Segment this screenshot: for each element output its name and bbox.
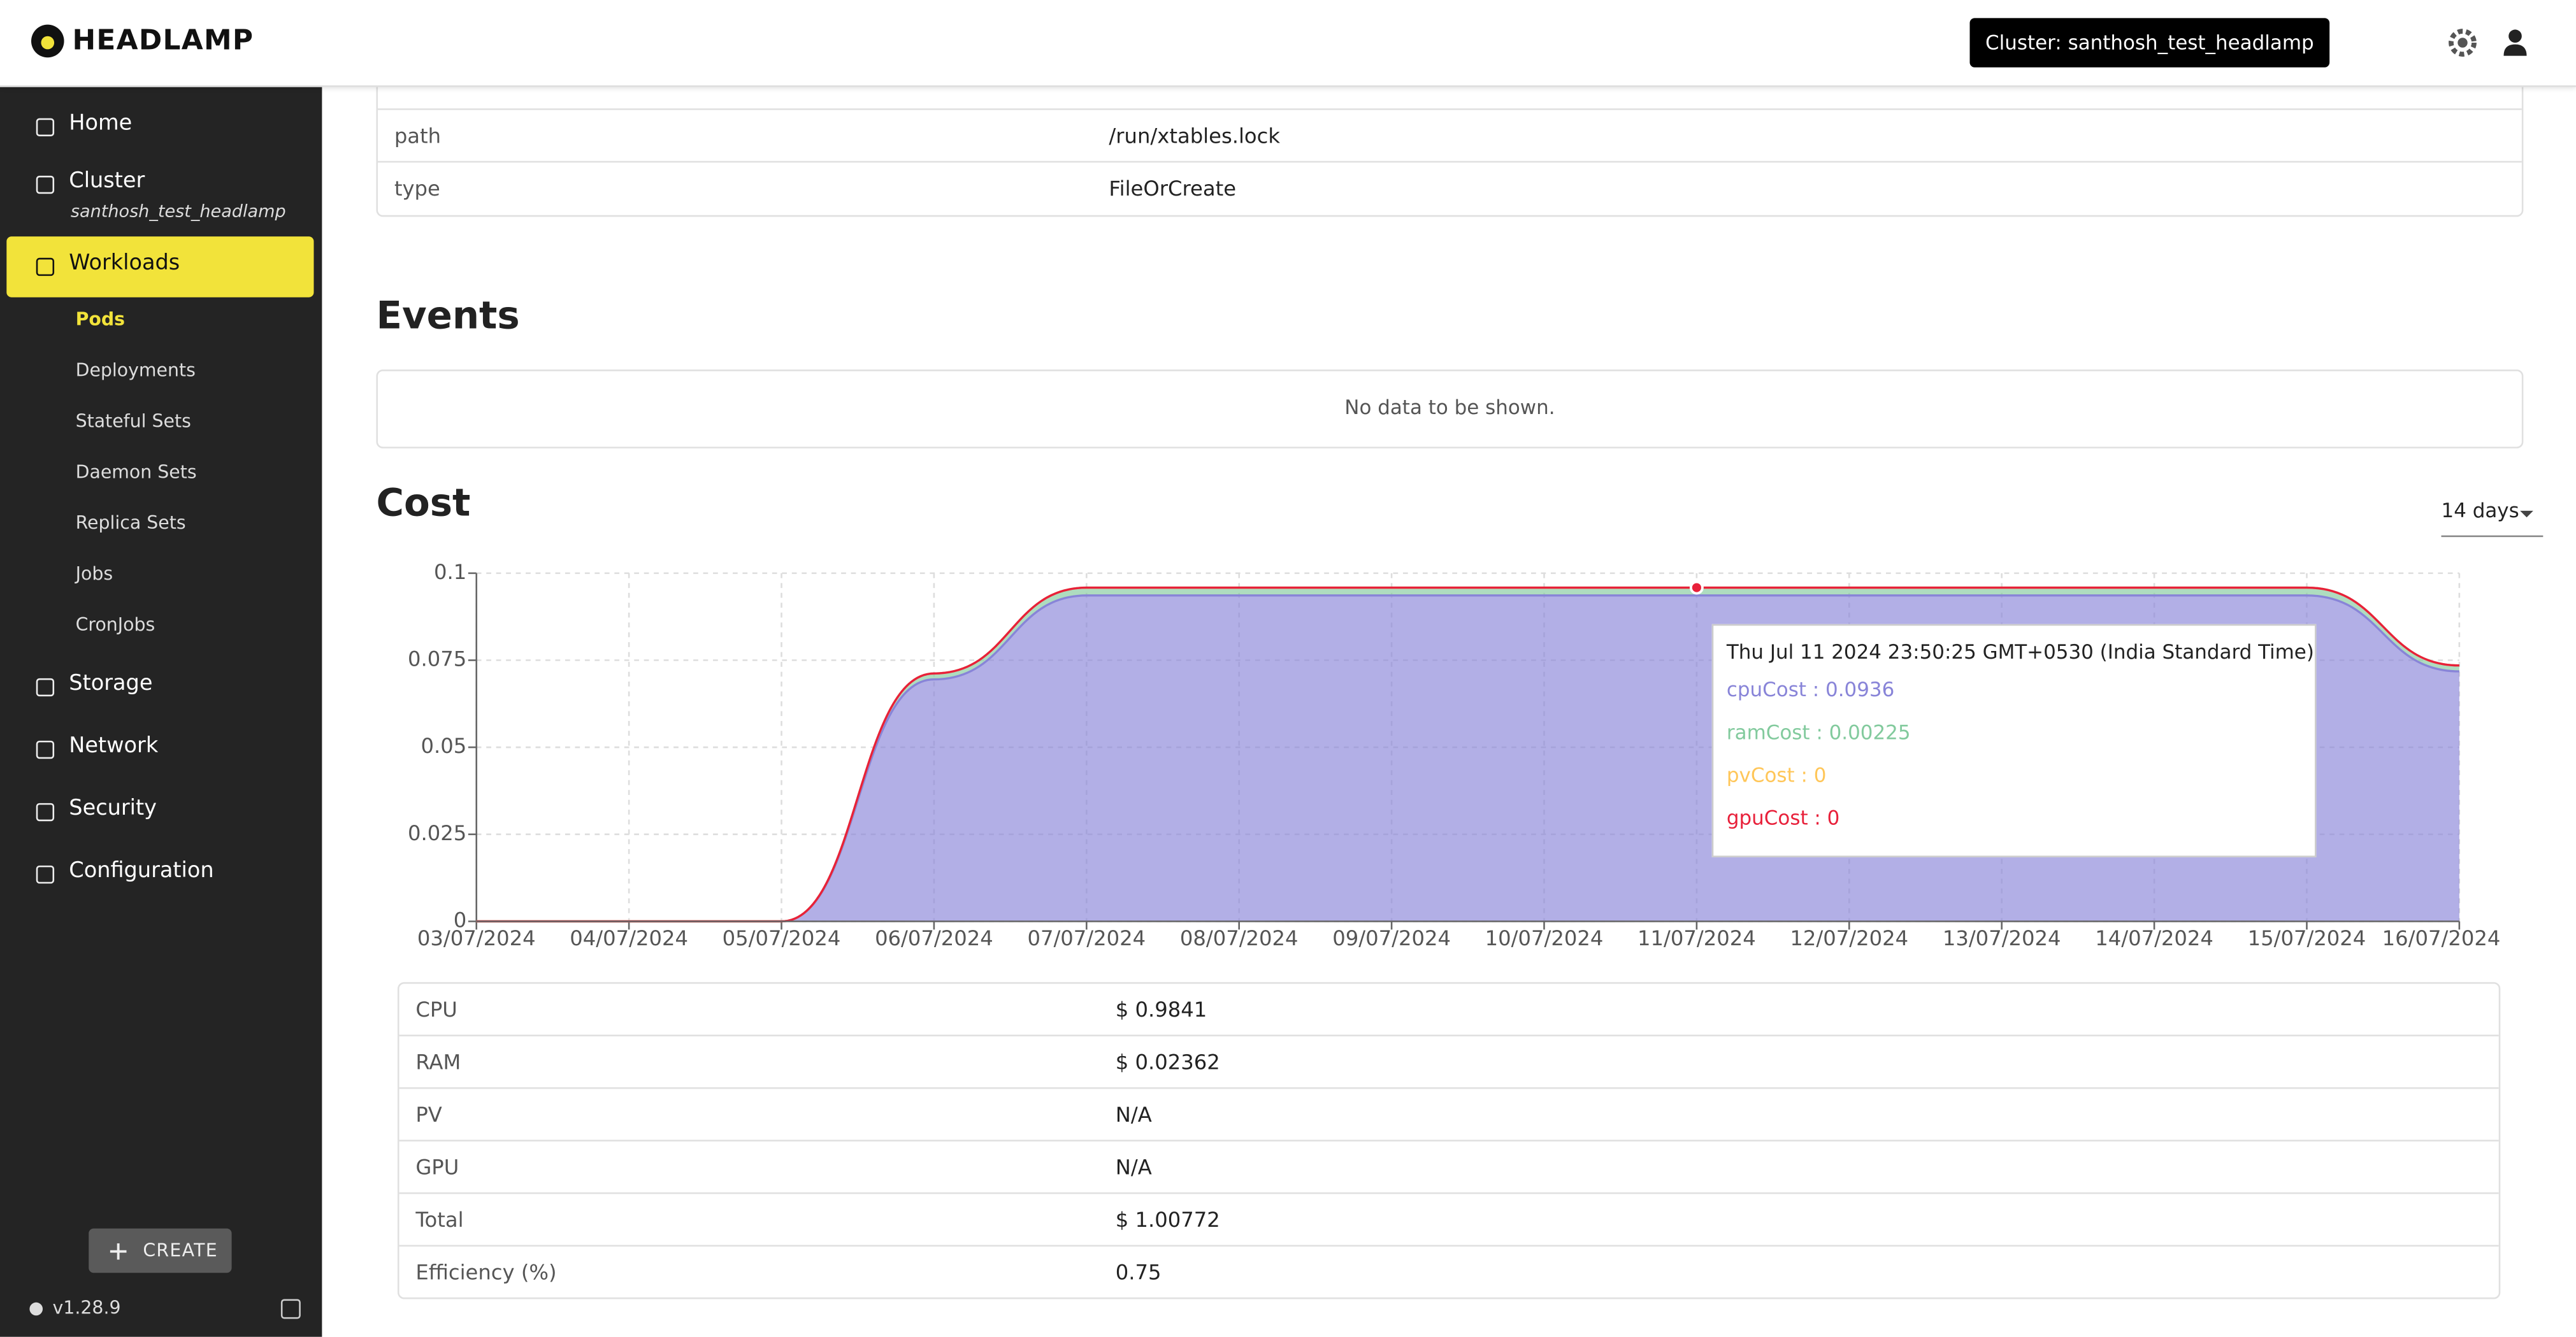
nav-highlight <box>6 236 314 297</box>
row-value: /run/xtables.lock <box>1109 123 1281 148</box>
tooltip-item: gpuCost : 0 <box>1726 806 1840 830</box>
x-tick-label: 16/07/2024 <box>2382 926 2501 950</box>
nav-item[interactable]: Cluster <box>69 169 145 194</box>
nav-subitem[interactable]: Replica Sets <box>75 512 186 534</box>
nav-icon <box>36 740 55 759</box>
nav-subitem[interactable]: Stateful Sets <box>75 410 191 433</box>
details-table: path/run/xtables.lock type FileOrCreate <box>376 66 2524 217</box>
row-value: $ 0.9841 <box>1115 997 1207 1022</box>
x-tick-label: 11/07/2024 <box>1637 926 1756 950</box>
nav-icon <box>36 678 55 697</box>
settings-icon[interactable] <box>2448 28 2477 57</box>
x-tick-label: 07/07/2024 <box>1027 926 1146 950</box>
empty-message: No data to be shown. <box>1344 396 1555 419</box>
row-label: type <box>394 175 440 201</box>
y-tick-label: 0.05 <box>421 734 467 758</box>
table-row-border <box>378 161 2522 163</box>
row-value: $ 0.02362 <box>1115 1049 1220 1075</box>
row-label: PV <box>415 1102 442 1127</box>
tooltip-item: ramCost : 0.00225 <box>1726 720 1911 745</box>
nav-item[interactable]: Home <box>69 111 133 137</box>
row-label: GPU <box>415 1154 459 1180</box>
nav-icon <box>36 803 55 822</box>
create-button[interactable]: CREATE <box>89 1228 232 1273</box>
row-value: 0.75 <box>1115 1259 1162 1285</box>
nav-icon <box>36 257 55 276</box>
row-value: $ 1.00772 <box>1115 1207 1220 1232</box>
row-label: Efficiency (%) <box>415 1259 557 1285</box>
tooltip-item: pvCost : 0 <box>1726 763 1827 787</box>
cost-table: CPU $ 0.9841 RAM $ 0.02362 PV N/A GPU N/A Total $… <box>397 982 2501 1299</box>
nav-item[interactable]: Workloads <box>69 251 180 276</box>
user-icon[interactable] <box>2500 28 2529 57</box>
version: v1.28.9 <box>52 1297 121 1319</box>
x-tick-label: 15/07/2024 <box>2248 926 2366 950</box>
nav-subitem[interactable]: Deployments <box>75 359 196 382</box>
section-title: Cost <box>376 483 471 526</box>
table-row-border <box>399 1087 2499 1089</box>
plus-icon <box>110 1243 127 1260</box>
nav-item[interactable]: Network <box>69 734 159 759</box>
cluster-button[interactable]: Cluster: santhosh_test_headlamp <box>1969 18 2330 68</box>
table-row-border <box>399 1245 2499 1247</box>
nav-subitem[interactable]: Jobs <box>75 563 113 585</box>
logo[interactable]: HEADLAMP <box>72 24 254 58</box>
area-line <box>476 586 2459 923</box>
y-tick-label: 0.075 <box>408 647 466 671</box>
row-value: N/A <box>1115 1154 1152 1180</box>
nav-item[interactable]: Configuration <box>69 859 214 884</box>
section-title: Events <box>376 296 520 339</box>
nav-subitem[interactable]: CronJobs <box>75 614 155 636</box>
y-tick-label: 0 <box>454 908 466 932</box>
nav-icon <box>36 865 55 884</box>
events-box: No data to be shown. <box>376 369 2524 448</box>
row-value: N/A <box>1115 1102 1152 1127</box>
version-icon <box>29 1302 43 1316</box>
table-row-border <box>378 108 2522 110</box>
row-value: FileOrCreate <box>1109 175 1237 201</box>
x-tick-label: 08/07/2024 <box>1180 926 1299 950</box>
row-label: Total <box>415 1207 464 1232</box>
table-row-border <box>399 1034 2499 1036</box>
x-tick-label: 09/07/2024 <box>1332 926 1451 950</box>
row-label: CPU <box>415 997 457 1022</box>
nav-item[interactable]: Storage <box>69 671 153 697</box>
y-tick-label: 0.025 <box>408 821 466 845</box>
x-tick-label: 05/07/2024 <box>723 926 841 950</box>
tooltip: Thu Jul 11 2024 23:50:25 GMT+0530 (India… <box>1711 624 2317 857</box>
table-row-border <box>399 1140 2499 1141</box>
nav-icon <box>36 118 55 137</box>
nav-icon <box>36 175 55 194</box>
tooltip-title: Thu Jul 11 2024 23:50:25 GMT+0530 (India… <box>1726 640 2314 664</box>
y-tick-label: 0.1 <box>434 560 466 584</box>
top-bar: HEADLAMP Cluster: santhosh_test_headlamp <box>0 0 2576 87</box>
nav-item[interactable]: Security <box>69 796 157 822</box>
range-select[interactable]: 14 days <box>2441 499 2544 538</box>
x-tick-label: 14/07/2024 <box>2095 926 2213 950</box>
nav-subitem[interactable]: Pods <box>75 308 126 331</box>
tooltip-item: cpuCost : 0.0936 <box>1726 678 1895 701</box>
active-dot <box>1689 580 1704 595</box>
collapse-icon[interactable] <box>280 1299 301 1319</box>
x-tick-label: 06/07/2024 <box>875 926 993 950</box>
row-label: path <box>394 123 442 148</box>
x-tick-label: 03/07/2024 <box>417 926 536 950</box>
nav-sublabel: santhosh_test_headlamp <box>70 202 286 222</box>
select-caret <box>2520 510 2533 518</box>
logo-icon <box>31 24 64 58</box>
x-tick-label: 13/07/2024 <box>1943 926 2061 950</box>
x-tick-label: 04/07/2024 <box>570 926 688 950</box>
table-row-border <box>399 1192 2499 1194</box>
x-tick-label: 12/07/2024 <box>1790 926 1908 950</box>
x-tick-label: 10/07/2024 <box>1485 926 1604 950</box>
nav-subitem[interactable]: Daemon Sets <box>75 461 197 483</box>
row-label: RAM <box>415 1049 461 1075</box>
create-label: CREATE <box>143 1240 218 1262</box>
